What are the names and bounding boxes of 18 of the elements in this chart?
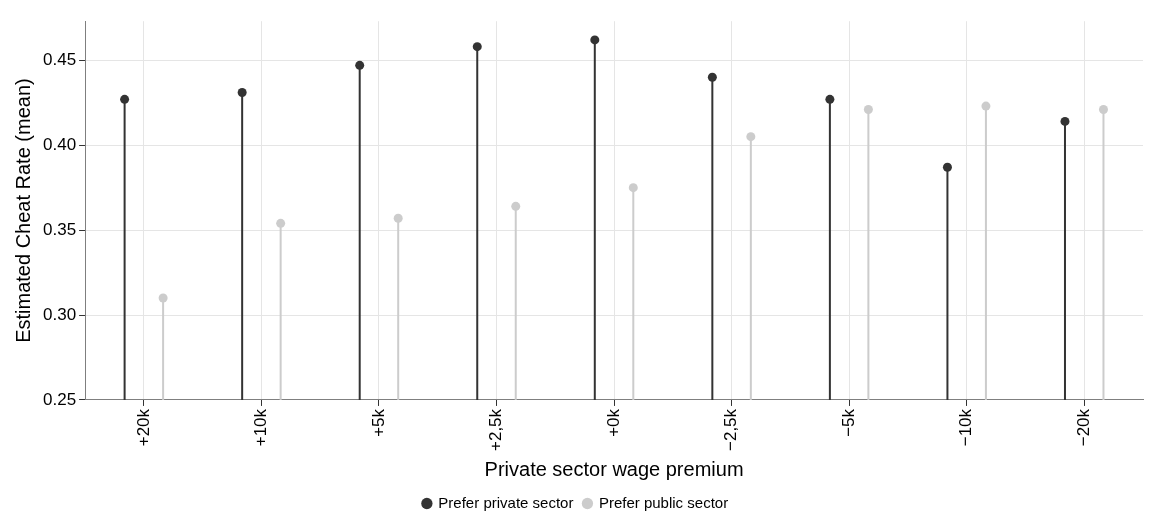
x-tick-label: +20k [133, 408, 153, 447]
y-tick-label: 0.40 [42, 134, 77, 154]
y-tick-label: 0.35 [42, 219, 77, 239]
x-tick-label: +2,5k [486, 408, 506, 451]
y-tick-label: 0.30 [42, 304, 77, 324]
y-tick-label: 0.45 [42, 49, 77, 69]
x-tick-label: +10k [251, 408, 271, 447]
x-tick-label: −20k [1073, 408, 1093, 447]
y-axis-title: Estimated Cheat Rate (mean) [11, 78, 34, 343]
x-tick-label: −2,5k [721, 408, 741, 451]
x-axis-title: Private sector wage premium [484, 457, 744, 480]
x-tick-label: +5k [368, 408, 388, 437]
x-tick-label: +0k [603, 408, 623, 437]
x-tick-label: −10k [956, 408, 976, 447]
legend-label: Prefer private sector [438, 493, 574, 511]
x-tick-label: −5k [838, 408, 858, 437]
legend-label: Prefer public sector [598, 493, 729, 511]
y-tick-label: 0.25 [42, 389, 77, 409]
